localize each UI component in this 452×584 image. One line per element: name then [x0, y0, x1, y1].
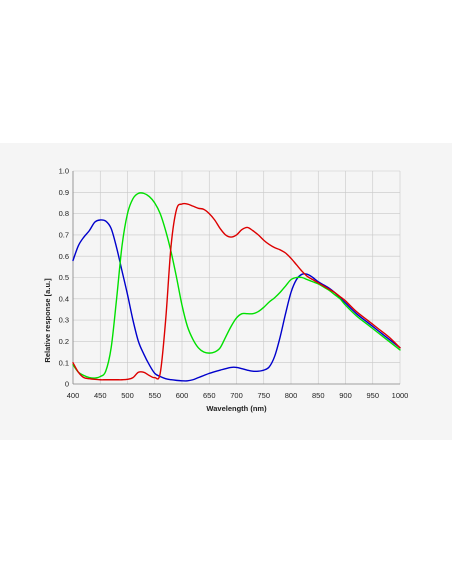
axes: [72, 171, 400, 385]
y-tick-label: 0: [65, 380, 69, 389]
y-tick-label: 0.7: [59, 231, 69, 240]
y-tick-label: 0.9: [59, 188, 69, 197]
x-tick-label: 450: [94, 391, 107, 400]
x-tick-label: 550: [148, 391, 161, 400]
x-tick-label: 850: [312, 391, 325, 400]
y-tick-label: 0.1: [59, 358, 69, 367]
y-tick-label: 0.4: [59, 294, 69, 303]
x-tick-label: 1000: [392, 391, 409, 400]
x-axis-title: Wavelength (nm): [206, 404, 267, 413]
x-tick-label: 500: [121, 391, 134, 400]
x-tick-label: 750: [257, 391, 270, 400]
series-lines: [72, 192, 401, 382]
grid: [72, 170, 401, 385]
y-tick-label: 0.3: [59, 316, 69, 325]
x-tick-label: 950: [366, 391, 379, 400]
x-tick-label: 400: [67, 391, 80, 400]
x-tick-label: 700: [230, 391, 243, 400]
blue-series-line: [72, 219, 401, 382]
red-series-line: [72, 202, 401, 381]
y-axis-title: Relative response [a.u.]: [43, 278, 52, 363]
x-tick-label: 800: [285, 391, 298, 400]
y-tick-label: 0.2: [59, 337, 69, 346]
x-tick-label: 900: [339, 391, 352, 400]
line-chart: 400 450 500 550 600 650 700 750 800 850 900 950 1000…: [43, 167, 409, 413]
tick-labels: 400 450 500 550 600 650 700 750 800 850 900 950 1000…: [59, 167, 409, 400]
y-tick-label: 0.5: [59, 273, 69, 282]
x-tick-label: 600: [176, 391, 189, 400]
y-tick-label: 1.0: [59, 167, 69, 176]
x-tick-label: 650: [203, 391, 216, 400]
figure-panel: 400 450 500 550 600 650 700 750 800 850 900 950 1000…: [0, 143, 452, 440]
green-series-line: [72, 192, 401, 379]
y-tick-label: 0.8: [59, 209, 69, 218]
y-tick-label: 0.6: [59, 252, 69, 261]
